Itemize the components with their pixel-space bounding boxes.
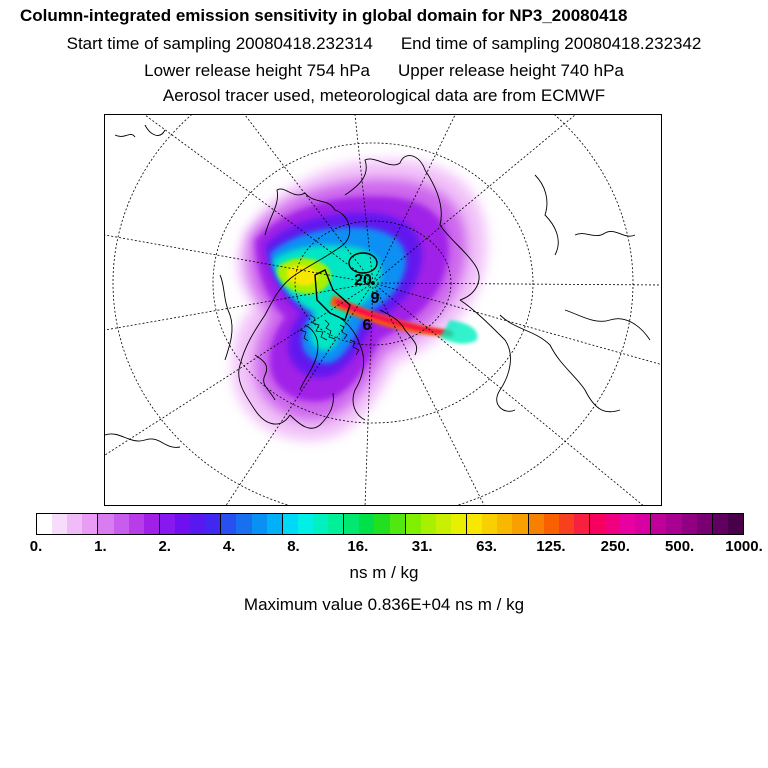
color-swatch: [635, 514, 652, 534]
color-swatch: [450, 514, 468, 534]
color-swatch: [558, 514, 574, 534]
color-swatch: [727, 514, 744, 534]
color-swatch: [620, 514, 636, 534]
plot-title: Column-integrated emission sensitivity i…: [20, 6, 628, 25]
color-swatch: [282, 514, 298, 534]
color-swatch: [389, 514, 406, 534]
color-swatch: [251, 514, 267, 534]
color-swatch: [52, 514, 68, 534]
color-swatch: [98, 514, 114, 534]
tracer-info-line: Aerosol tracer used, meteorological data…: [162, 86, 606, 105]
color-swatch: [297, 514, 313, 534]
upper-release-label: Upper release height 740 hPa: [398, 61, 624, 80]
color-swatch: [205, 514, 222, 534]
color-swatch: [236, 514, 252, 534]
color-swatch: [435, 514, 451, 534]
polar-map-panel: 20 9 6: [104, 114, 662, 506]
color-scale-tick-label: 500.: [665, 538, 695, 555]
color-swatch: [344, 514, 360, 534]
map-label-20: 20: [354, 272, 372, 289]
color-swatch: [143, 514, 160, 534]
archipelago: [299, 314, 360, 356]
map-label-9: 9: [371, 290, 380, 307]
color-swatch: [128, 514, 144, 534]
coastlines: [105, 124, 651, 448]
color-swatch: [543, 514, 559, 534]
color-scale-tick-label: 1000.: [725, 538, 763, 555]
maximum-value-label: Maximum value 0.836E+04 ns m / kg: [243, 595, 525, 614]
color-swatch: [696, 514, 713, 534]
color-swatch: [482, 514, 498, 534]
color-swatch: [113, 514, 129, 534]
peak-contour: [314, 252, 378, 321]
color-swatch: [497, 514, 513, 534]
color-swatch: [605, 514, 621, 534]
color-swatch: [666, 514, 682, 534]
color-scale-bar: [36, 513, 744, 535]
color-swatch: [512, 514, 529, 534]
color-swatch: [159, 514, 175, 534]
map-label-6: 6: [363, 317, 372, 334]
color-swatch: [82, 514, 99, 534]
color-swatch: [467, 514, 483, 534]
color-swatch: [374, 514, 390, 534]
color-scale-tick-label: 0.: [29, 538, 43, 555]
color-swatch: [190, 514, 206, 534]
color-swatch: [405, 514, 421, 534]
sensitivity-field: [232, 159, 487, 441]
color-swatch: [37, 514, 53, 534]
color-swatch: [651, 514, 667, 534]
color-swatch: [67, 514, 83, 534]
color-swatch: [589, 514, 606, 534]
color-scale-tick-label: 4.: [222, 538, 236, 555]
units-label: ns m / kg: [349, 563, 419, 582]
color-scale-tick-label: 8.: [287, 538, 300, 555]
color-swatch: [712, 514, 728, 534]
start-time-label: Start time of sampling 20080418.232314: [66, 34, 373, 53]
color-scale-tick-label: 63.: [476, 538, 497, 555]
color-swatch: [681, 514, 697, 534]
color-swatch: [328, 514, 345, 534]
color-swatch: [528, 514, 544, 534]
color-scale-tick-label: 2.: [158, 538, 171, 555]
color-swatch: [266, 514, 283, 534]
color-scale-tick-label: 31.: [411, 538, 433, 555]
polar-stereographic-map: 20 9 6: [105, 115, 661, 505]
color-swatch: [221, 514, 237, 534]
color-swatch: [420, 514, 436, 534]
release-height-line: Lower release height 754 hPa Upper releas…: [0, 61, 768, 81]
color-swatch: [573, 514, 590, 534]
color-scale-tick-label: 125.: [536, 538, 566, 555]
end-time-label: End time of sampling 20080418.232342: [400, 34, 702, 53]
color-scale-tick-label: 16.: [347, 538, 369, 555]
lower-release-label: Lower release height 754 hPa: [144, 61, 370, 80]
color-swatch: [174, 514, 191, 534]
color-scale-tick-label: 250.: [600, 538, 630, 555]
color-swatch: [312, 514, 329, 534]
sampling-time-line: Start time of sampling 20080418.232314 En…: [0, 34, 768, 54]
color-swatch: [359, 514, 375, 534]
color-scale-tick-label: 1.: [94, 538, 107, 555]
